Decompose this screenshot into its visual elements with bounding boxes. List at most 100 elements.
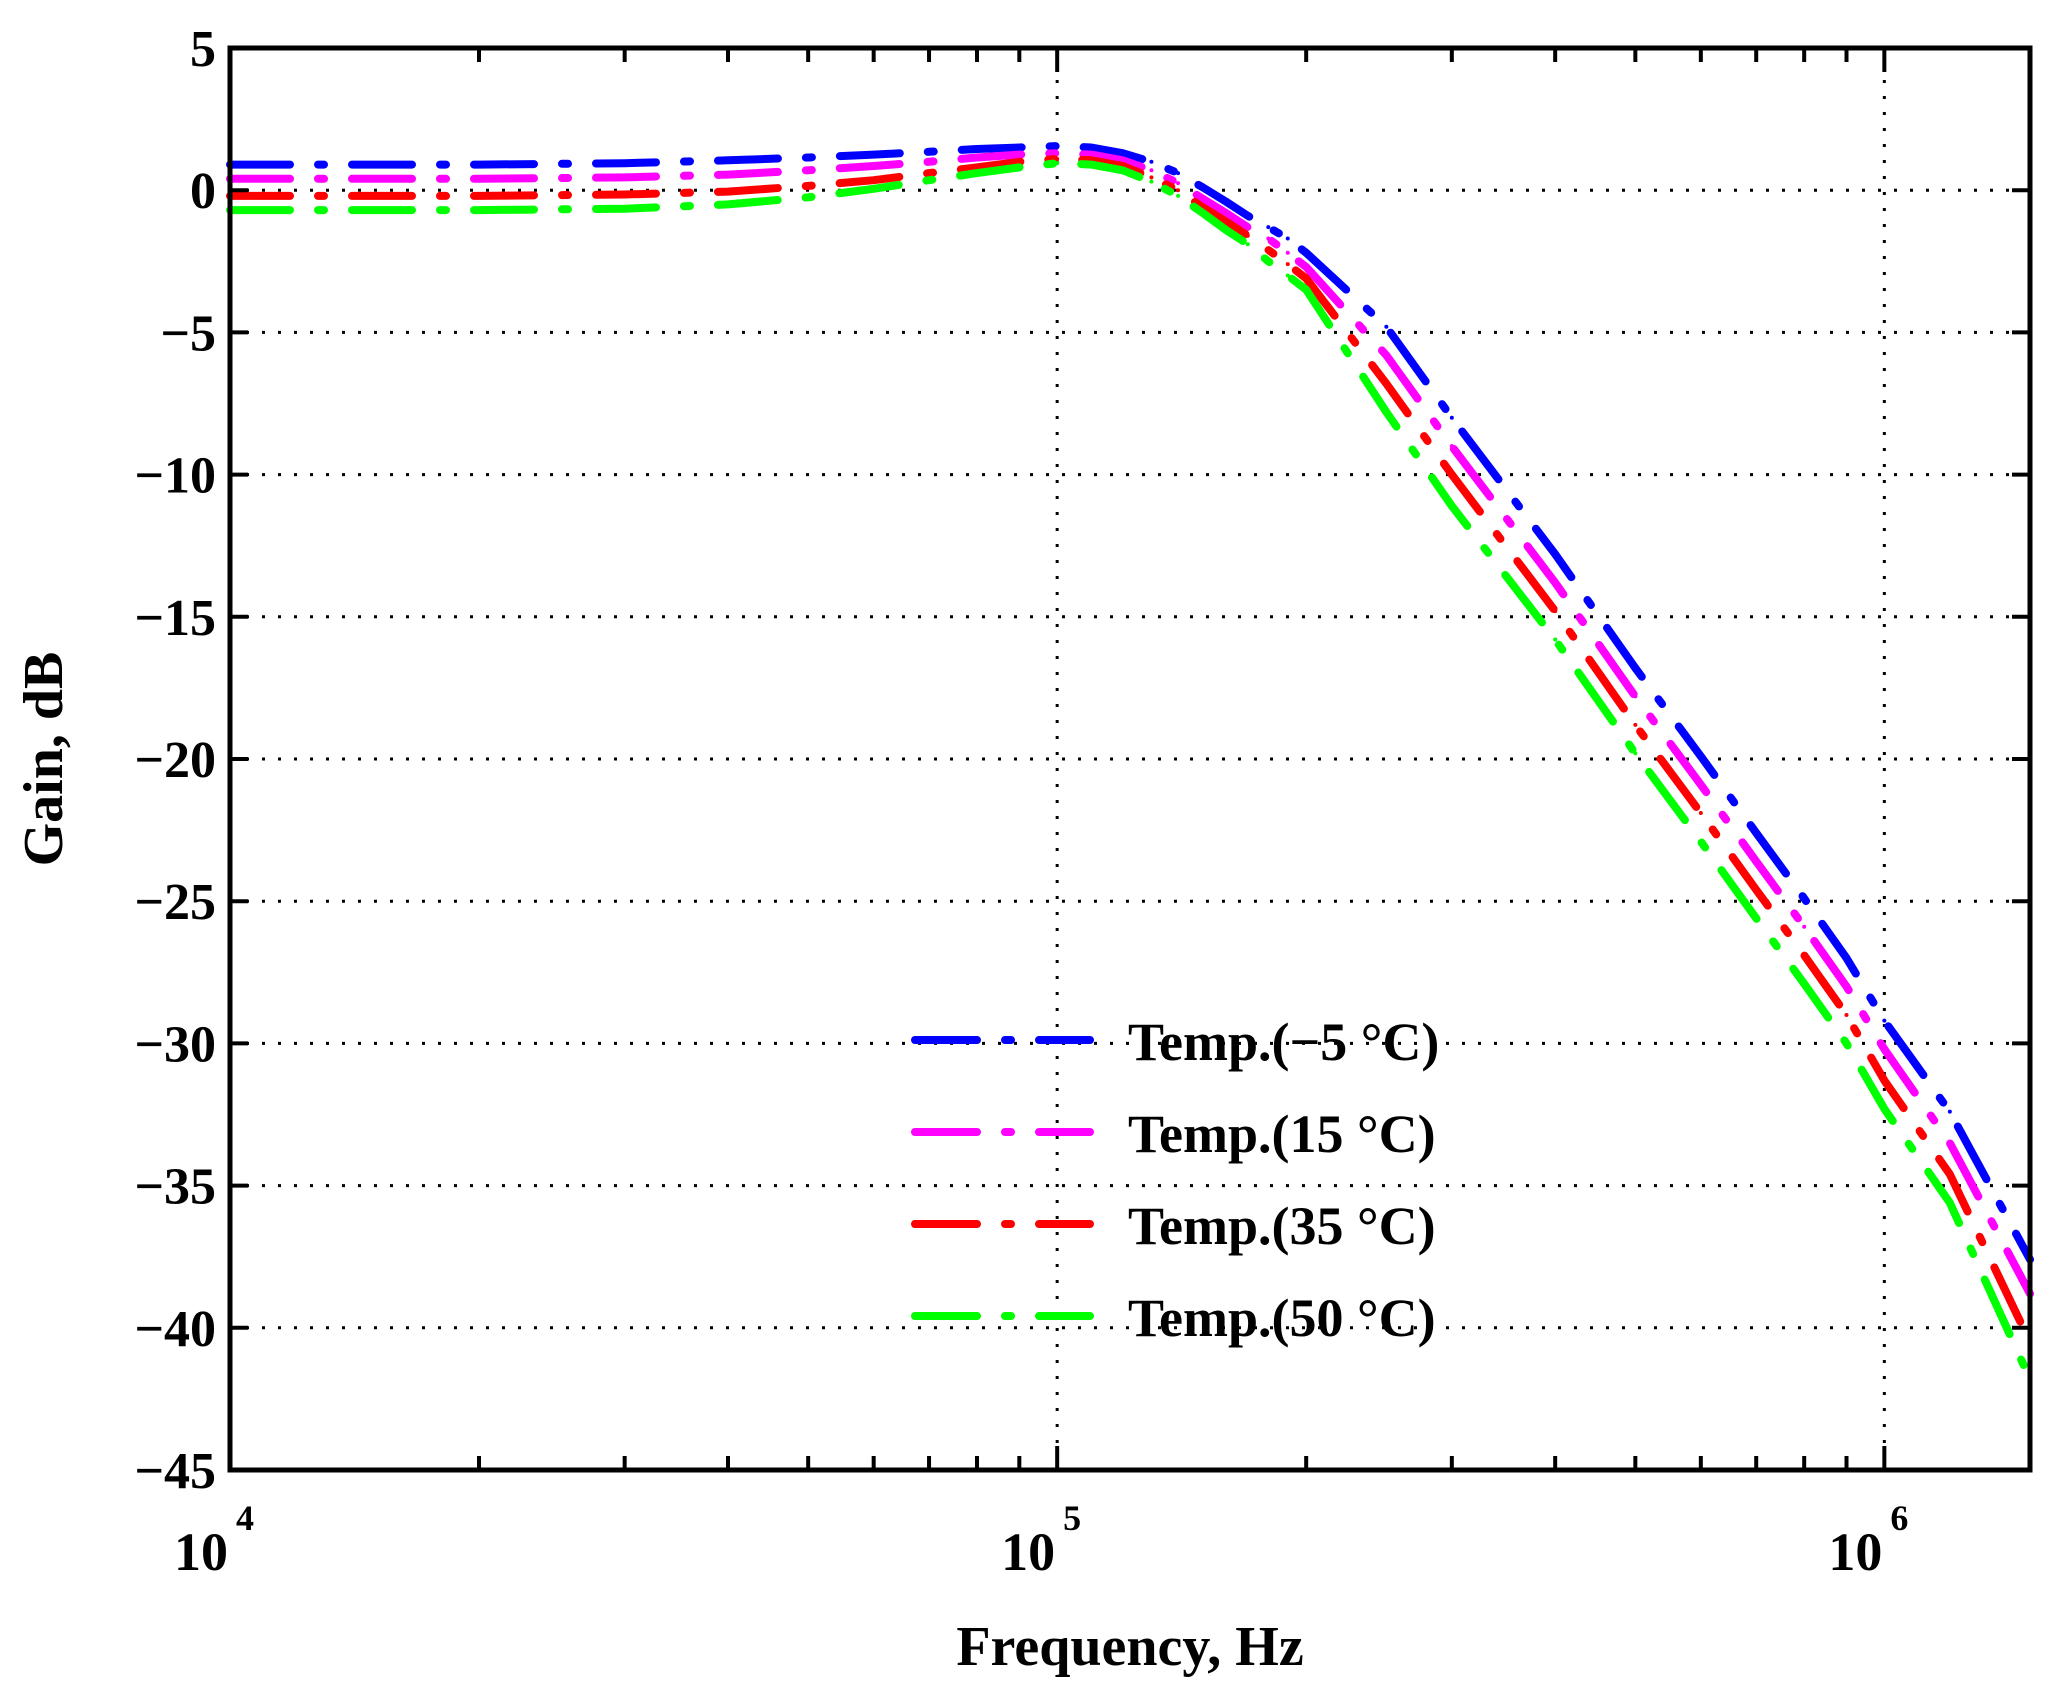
data-point	[1304, 250, 1309, 255]
legend-entry: Temp.(50 °C)	[911, 1288, 1436, 1348]
x-tick-base: 10	[1001, 1522, 1055, 1582]
y-tick-label: −40	[134, 1301, 216, 1358]
data-point	[1120, 168, 1125, 173]
data-point	[1802, 896, 1807, 901]
legend-entry: Temp.(35 °C)	[911, 1196, 1436, 1256]
data-point	[1224, 228, 1229, 233]
data-point	[1266, 259, 1271, 264]
data-point	[1149, 175, 1154, 180]
data-point	[1176, 171, 1181, 176]
y-tick-label: −25	[134, 874, 216, 931]
data-point	[1844, 1012, 1849, 1017]
data-point	[1698, 811, 1703, 816]
data-point	[1017, 145, 1022, 150]
data-point	[1698, 754, 1703, 759]
y-tick-label: −35	[134, 1159, 216, 1216]
data-point	[1384, 324, 1389, 329]
data-point	[975, 155, 980, 160]
data-point	[1285, 273, 1290, 278]
x-tick-label: 104	[174, 1498, 254, 1582]
y-axis-label: Gain, dB	[13, 652, 75, 867]
data-point	[726, 202, 731, 207]
data-point	[927, 149, 932, 154]
data-point	[1224, 199, 1229, 204]
x-tick-exponent: 4	[236, 1498, 254, 1538]
data-point	[1553, 609, 1558, 614]
legend-label: Temp.(50 °C)	[1128, 1288, 1436, 1348]
data-point	[477, 193, 482, 198]
data-point	[622, 175, 627, 180]
x-tick-label: 105	[1001, 1498, 1081, 1582]
data-point	[1266, 236, 1271, 241]
data-point	[1245, 213, 1250, 218]
legend-entry: Temp.(15 °C)	[911, 1104, 1436, 1164]
data-point	[1304, 264, 1309, 269]
data-point	[806, 195, 811, 200]
data-point	[477, 162, 482, 167]
data-point	[1120, 158, 1125, 163]
data-point	[1802, 981, 1807, 986]
x-tick-base: 10	[1828, 1522, 1882, 1582]
data-point	[1176, 181, 1181, 186]
data-point	[1224, 219, 1229, 224]
y-tick-label: −10	[134, 448, 216, 505]
data-point	[477, 176, 482, 181]
x-tick-label: 106	[1828, 1498, 1908, 1582]
data-point	[1017, 152, 1022, 157]
data-point	[1089, 152, 1094, 157]
data-point	[975, 165, 980, 170]
data-point	[1844, 956, 1849, 961]
data-point	[1245, 242, 1250, 247]
axis-ticks	[228, 46, 2030, 1472]
data-point	[1553, 637, 1558, 642]
y-tick-label: −15	[134, 590, 216, 647]
data-point	[1120, 151, 1125, 156]
data-point	[806, 155, 811, 160]
data-point	[1055, 151, 1060, 156]
data-point	[871, 164, 876, 169]
y-tick-label: 5	[190, 21, 216, 78]
data-point	[1017, 159, 1022, 164]
x-tick-base: 10	[174, 1522, 228, 1582]
data-point	[1200, 210, 1205, 215]
legend-label: Temp.(35 °C)	[1128, 1196, 1436, 1256]
data-point	[1449, 503, 1454, 508]
y-tick-label: −30	[134, 1016, 216, 1073]
data-point	[1754, 887, 1759, 892]
y-tick-label: −20	[134, 732, 216, 789]
data-point	[1449, 415, 1454, 420]
data-point	[871, 186, 876, 191]
data-point	[1947, 1200, 1952, 1205]
data-point	[1882, 1047, 1887, 1052]
data-point	[1449, 444, 1454, 449]
data-point	[1553, 552, 1558, 557]
data-point	[1266, 247, 1271, 252]
legend-label: Temp.(−5 °C)	[1128, 1012, 1439, 1072]
data-point	[1089, 145, 1094, 150]
data-point	[1176, 193, 1181, 198]
data-point	[1224, 210, 1229, 215]
data-point	[726, 158, 731, 163]
data-point	[1698, 782, 1703, 787]
data-point	[1384, 353, 1389, 358]
data-point	[1266, 225, 1271, 230]
data-point	[975, 146, 980, 151]
data-point	[726, 172, 731, 177]
data-point	[1802, 953, 1807, 958]
data-point	[726, 189, 731, 194]
data-point	[1149, 168, 1154, 173]
data-point	[1149, 179, 1154, 184]
grid-lines	[230, 48, 2030, 1470]
data-point	[1285, 236, 1290, 241]
data-point	[1633, 751, 1638, 756]
data-point	[975, 171, 980, 176]
data-point	[1754, 859, 1759, 864]
data-point	[927, 159, 932, 164]
data-point	[1176, 188, 1181, 193]
data-point	[927, 178, 932, 183]
data-point	[1304, 287, 1309, 292]
data-point	[1754, 916, 1759, 921]
